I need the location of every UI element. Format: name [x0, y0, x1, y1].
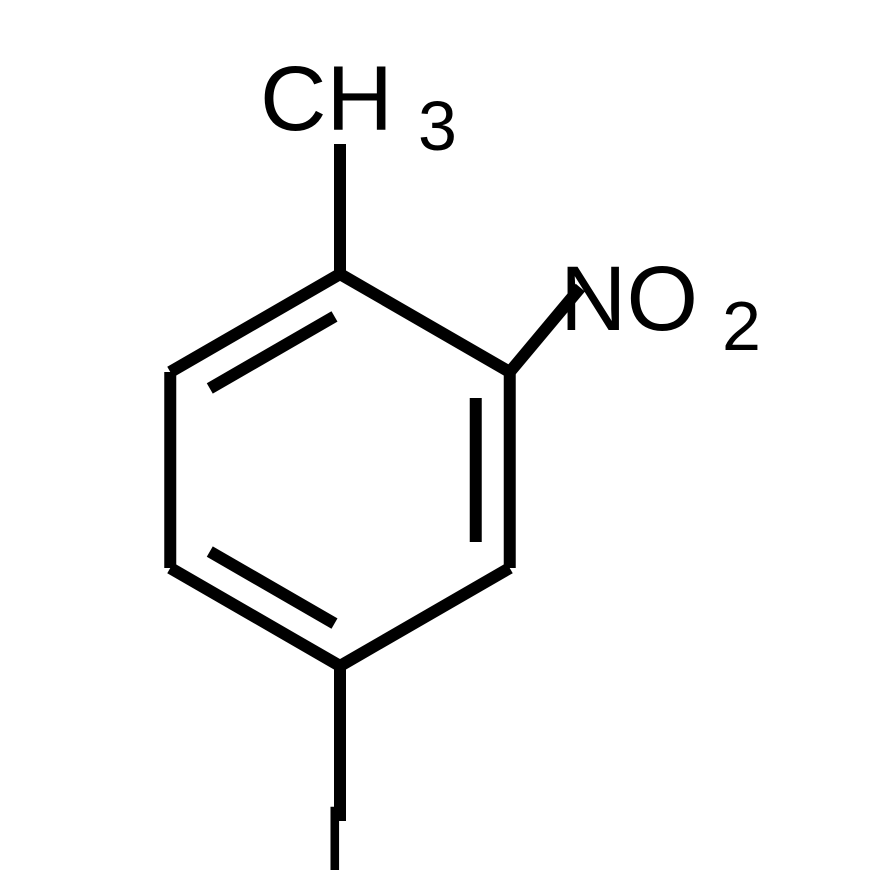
iodo-label: I	[322, 788, 348, 890]
molecule-diagram: CH 3 NO 2 I	[0, 0, 890, 890]
no2-label: NO	[560, 248, 698, 350]
ring-double-bond	[210, 552, 335, 624]
ring-double-bond	[210, 316, 335, 388]
ring-bond	[340, 274, 510, 372]
ch3-subscript: 3	[418, 87, 457, 165]
ch3-label: CH	[260, 48, 393, 150]
ring-bond	[340, 568, 510, 666]
no2-subscript: 2	[722, 287, 761, 365]
